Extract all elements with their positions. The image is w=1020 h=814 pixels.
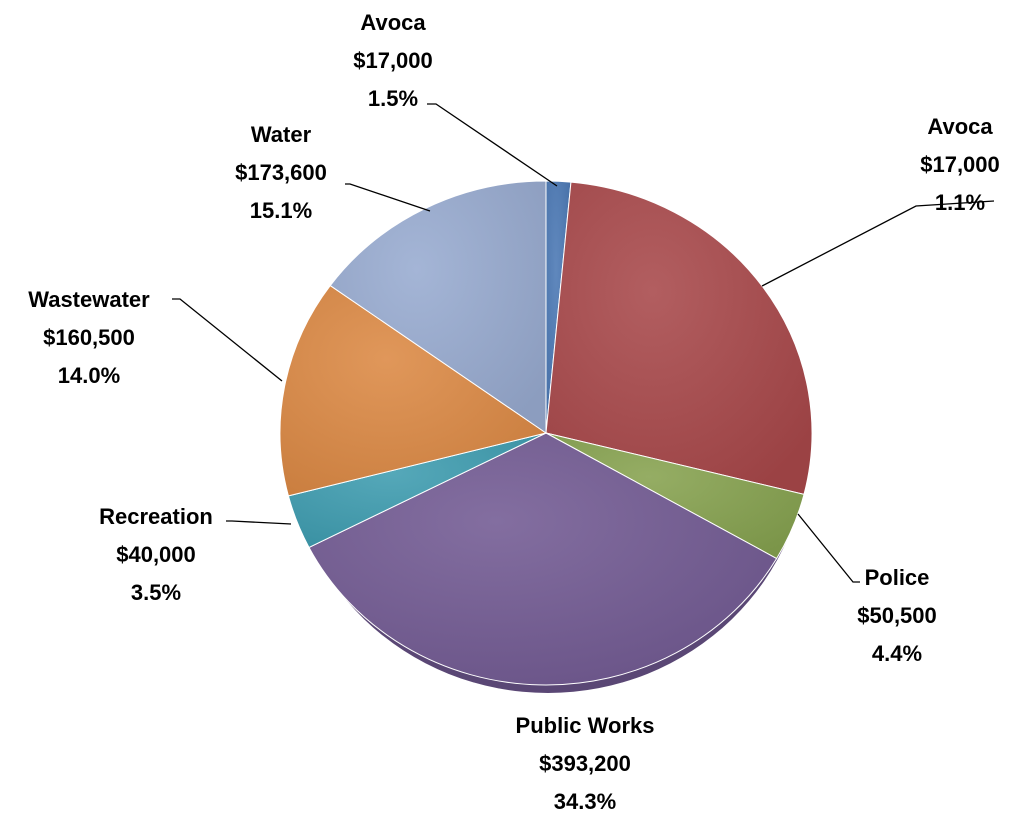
pie-slice-avoca-1 [545, 181, 813, 495]
data-label-value-label-1: $17,000 [920, 152, 1000, 177]
data-label-name-6: Water [251, 122, 312, 147]
data-label-name-3: Public Works [516, 713, 655, 738]
data-label-percent-label-5: 14.0% [58, 363, 120, 388]
pie-slice-public-works-3 [308, 432, 778, 686]
data-label-value-label-2: $50,500 [857, 603, 937, 628]
data-label-value-label-5: $160,500 [43, 325, 135, 350]
data-label-percent-label-0: 1.5% [368, 86, 418, 111]
data-label-name-5: Wastewater [28, 287, 150, 312]
leader-line-4 [226, 520, 292, 525]
data-label-value-label-0: $17,000 [353, 48, 433, 73]
data-label-name-0: Avoca [360, 10, 426, 35]
leader-line-5 [172, 298, 283, 382]
leader-line-1 [761, 200, 995, 287]
data-label-value-label-3: $393,200 [539, 751, 631, 776]
data-label-percent-label-4: 3.5% [131, 580, 181, 605]
leader-line-2 [797, 513, 860, 583]
data-label-name-1: Avoca [927, 114, 993, 139]
data-label-percent-label-3: 34.3% [554, 789, 616, 814]
leader-line-0 [427, 103, 558, 187]
pie-slice-wastewater-5 [279, 284, 548, 497]
data-label-value-label-6: $173,600 [235, 160, 327, 185]
data-label-value-label-4: $40,000 [116, 542, 196, 567]
data-label-name-2: Police [865, 565, 930, 590]
data-label-percent-label-2: 4.4% [872, 641, 922, 666]
data-label-name-4: Recreation [99, 504, 213, 529]
leader-line-6 [345, 183, 431, 212]
data-label-percent-label-6: 15.1% [250, 198, 312, 223]
data-label-percent-label-1: 1.1% [935, 190, 985, 215]
